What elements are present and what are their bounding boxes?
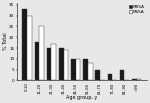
- Bar: [76, 59, 80, 80]
- Bar: [47, 48, 51, 80]
- Bar: [120, 70, 124, 80]
- Bar: [71, 59, 76, 80]
- Bar: [108, 74, 112, 80]
- Bar: [132, 79, 137, 80]
- Bar: [64, 50, 68, 80]
- Bar: [35, 42, 39, 80]
- Bar: [39, 26, 44, 80]
- Bar: [59, 48, 64, 80]
- Bar: [51, 44, 56, 80]
- Bar: [83, 59, 88, 80]
- Bar: [27, 16, 32, 80]
- Y-axis label: % Total: % Total: [3, 33, 8, 50]
- X-axis label: Age group, y: Age group, y: [66, 95, 98, 100]
- Bar: [137, 79, 141, 80]
- Legend: MRSA, MSSA: MRSA, MSSA: [128, 5, 145, 15]
- Bar: [96, 70, 100, 80]
- Bar: [22, 9, 27, 80]
- Bar: [88, 63, 93, 80]
